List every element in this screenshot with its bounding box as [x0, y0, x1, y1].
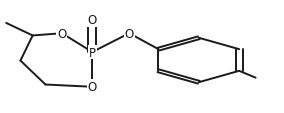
Text: P: P [89, 46, 96, 59]
Text: O: O [88, 81, 97, 93]
Text: O: O [57, 27, 66, 40]
Text: O: O [88, 14, 97, 27]
Text: O: O [125, 27, 134, 40]
